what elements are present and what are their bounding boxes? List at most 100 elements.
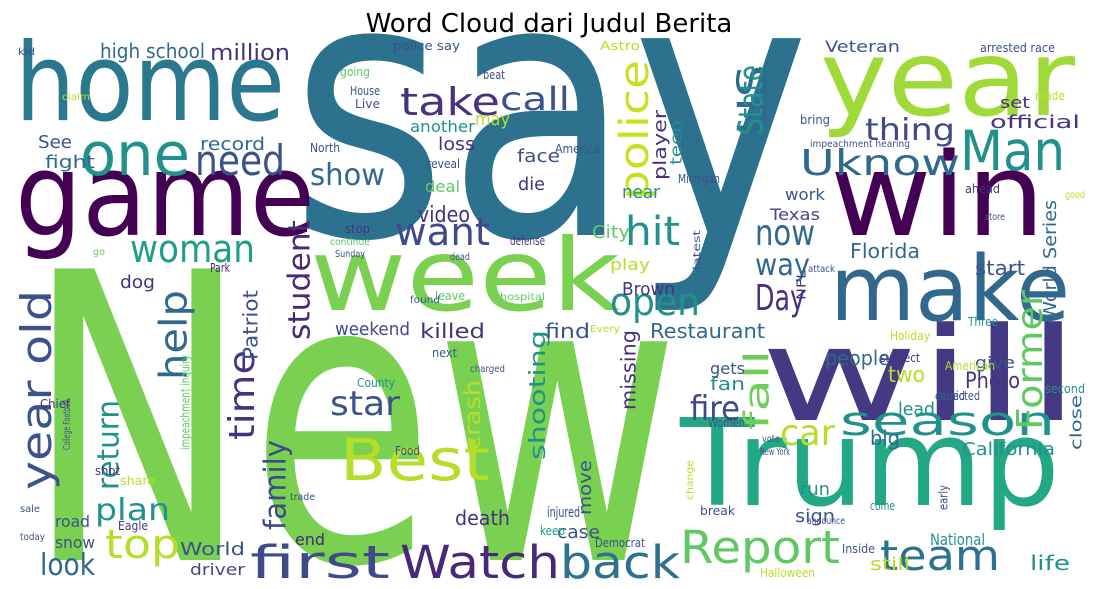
word: Michigan (678, 172, 720, 186)
word: road (55, 512, 90, 531)
word: car (780, 413, 835, 454)
word: Three (967, 315, 998, 329)
word: found (410, 295, 440, 306)
word: million (210, 41, 290, 66)
word: amid (940, 389, 965, 403)
word: Women (708, 416, 745, 430)
word: season (840, 399, 1055, 445)
word: vote (762, 434, 780, 445)
chart-title: Word Cloud dari Judul Berita (366, 9, 733, 39)
word: attack (808, 264, 835, 275)
word: National (930, 530, 985, 549)
word: back (560, 536, 680, 589)
word: time (222, 350, 263, 440)
word: will (760, 299, 1080, 451)
word: want (395, 210, 490, 254)
word: Democrat (595, 536, 645, 550)
word: help (152, 290, 196, 380)
word: plan (95, 493, 170, 528)
word: fan (710, 374, 745, 395)
word: reveal (427, 157, 460, 171)
word: continue (330, 237, 370, 248)
word: set (1000, 93, 1030, 112)
word: Brown (622, 279, 675, 300)
word: give (975, 353, 1015, 372)
word: find (545, 319, 590, 343)
word: shooting (526, 330, 551, 460)
word: kid (18, 47, 35, 58)
word: New (25, 190, 680, 589)
word: College Football (62, 400, 73, 450)
word: weekend (335, 319, 410, 340)
word: Eagle (118, 519, 148, 533)
word: year (820, 18, 1076, 140)
word: say (290, 0, 810, 320)
word: deal (425, 177, 460, 196)
word: run (800, 479, 830, 500)
word: store (985, 212, 1005, 223)
word: early (936, 485, 950, 510)
word: police (612, 60, 658, 200)
word: win (830, 129, 1045, 263)
word: Florida (850, 239, 920, 263)
word: driver (190, 560, 245, 579)
word: thing (865, 113, 955, 148)
word: good (1065, 190, 1085, 201)
word: look (40, 548, 96, 583)
word: work (785, 185, 826, 204)
word: Former (1010, 290, 1051, 430)
word: play (610, 255, 650, 274)
word: American (945, 359, 995, 373)
word: America (555, 142, 600, 156)
word: dead (450, 252, 470, 263)
word: latest (692, 230, 703, 270)
word: stop (345, 222, 370, 236)
word: hit (625, 209, 680, 255)
word: Astro (600, 39, 640, 53)
word: Patriot (239, 290, 263, 360)
word: leave (435, 289, 465, 303)
word: Holiday (890, 329, 930, 343)
word: missing (617, 330, 641, 410)
word: way (755, 248, 810, 283)
word: killed (420, 319, 485, 343)
word: Report (680, 521, 840, 574)
word: ahead (965, 182, 1000, 196)
word: another (410, 117, 475, 136)
word: open (610, 280, 700, 324)
word: House (350, 84, 380, 98)
word: fall (738, 350, 778, 430)
word: star (330, 384, 400, 424)
word: crash (461, 380, 486, 450)
word: dog (120, 272, 155, 293)
word: fire (690, 389, 740, 429)
word: go (93, 247, 105, 258)
word: week (310, 217, 620, 334)
word: loss (438, 134, 475, 155)
word: impeachment hearing (810, 139, 910, 150)
word: end (295, 530, 325, 549)
word: going (340, 65, 370, 79)
word: today (20, 532, 45, 543)
word: share (120, 474, 155, 488)
word: die (518, 174, 545, 195)
word: people (825, 346, 890, 370)
word: NFL (794, 270, 808, 300)
word: trade (290, 492, 315, 503)
word: Chief (40, 397, 71, 411)
word: return (91, 400, 126, 490)
word: sign (795, 506, 835, 527)
word: change (685, 460, 696, 500)
word: police say (393, 39, 460, 53)
word: expected (935, 389, 980, 403)
word: World (180, 539, 245, 560)
word: big (870, 426, 900, 450)
word: close (1066, 395, 1085, 450)
word: bring (800, 113, 830, 127)
word: hospital (500, 292, 545, 303)
word: sale (20, 504, 40, 515)
word: Man (960, 119, 1065, 183)
word: game (15, 129, 315, 263)
word: charged (470, 364, 505, 375)
word: City (592, 222, 630, 243)
